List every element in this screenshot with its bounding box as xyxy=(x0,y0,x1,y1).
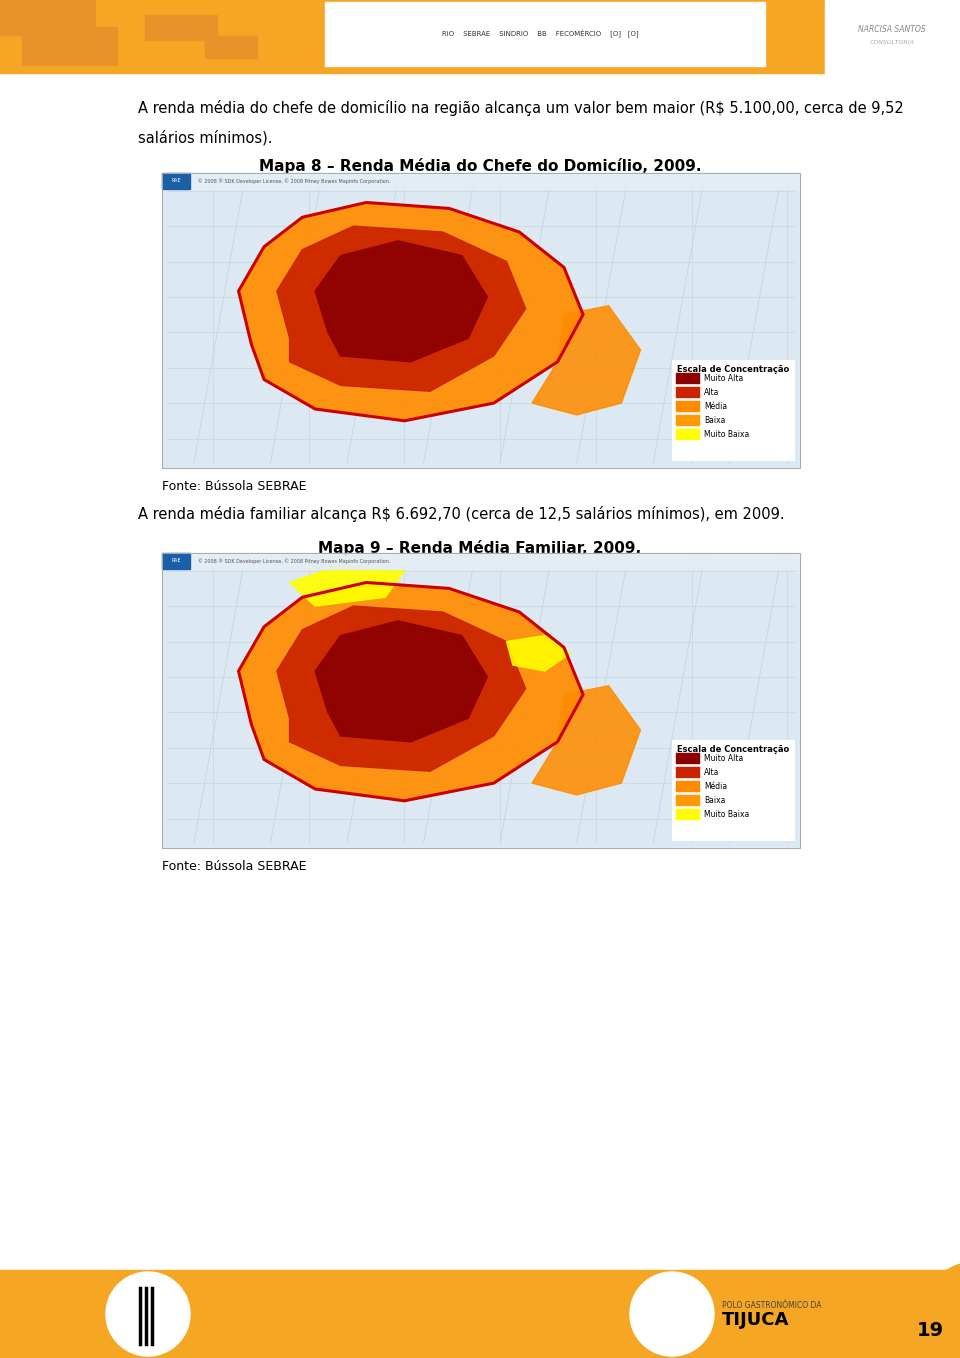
Text: 19: 19 xyxy=(917,1320,944,1339)
Bar xyxy=(825,0,960,75)
Bar xyxy=(162,172,800,469)
Bar xyxy=(0,1270,960,1358)
Bar xyxy=(162,172,800,189)
Bar xyxy=(676,373,700,384)
Polygon shape xyxy=(290,565,404,606)
Bar xyxy=(676,794,700,807)
Text: Mapa 9 – Renda Média Familiar, 2009.: Mapa 9 – Renda Média Familiar, 2009. xyxy=(319,540,641,555)
Polygon shape xyxy=(507,636,570,671)
Circle shape xyxy=(902,1302,958,1358)
Text: © 2008 ® SDK Developer License, © 2008 Pitney Bowes Mapinfo Corporation.: © 2008 ® SDK Developer License, © 2008 P… xyxy=(198,178,391,183)
Bar xyxy=(676,767,700,778)
Bar xyxy=(162,553,800,847)
Bar xyxy=(676,429,700,440)
Text: Muito Baixa: Muito Baixa xyxy=(704,809,749,819)
Bar xyxy=(22,27,117,65)
Bar xyxy=(162,553,800,569)
Polygon shape xyxy=(315,621,488,741)
Text: TIJUCA: TIJUCA xyxy=(722,1310,789,1329)
Text: Escala de Concentração: Escala de Concentração xyxy=(677,746,789,754)
Bar xyxy=(672,360,794,460)
Text: RIO    SEBRAE    SINDRIO    BB    FECOMÉRCIO    [O]   [O]: RIO SEBRAE SINDRIO BB FECOMÉRCIO [O] [O] xyxy=(442,30,638,38)
Text: Fonte: Bússola SEBRAE: Fonte: Bússola SEBRAE xyxy=(162,479,306,493)
Bar xyxy=(672,740,794,841)
Polygon shape xyxy=(532,686,640,794)
Circle shape xyxy=(630,1272,714,1357)
Text: Fonte: Bússola SEBRAE: Fonte: Bússola SEBRAE xyxy=(162,860,306,873)
Polygon shape xyxy=(532,306,640,416)
Text: Baixa: Baixa xyxy=(704,796,726,805)
Bar xyxy=(676,401,700,411)
Text: NARCISA SANTOS: NARCISA SANTOS xyxy=(858,26,925,34)
Text: © 2008 ® SDK Developer License, © 2008 Pitney Bowes Mapinfo Corporation.: © 2008 ® SDK Developer License, © 2008 P… xyxy=(198,558,391,564)
Text: A renda média familiar alcança R$ 6.692,70 (cerca de 12,5 salários mínimos), em : A renda média familiar alcança R$ 6.692,… xyxy=(138,507,784,521)
Bar xyxy=(676,752,700,765)
Text: A renda média do chefe de domicílio na região alcança um valor bem maior (R$ 5.1: A renda média do chefe de domicílio na r… xyxy=(138,100,903,115)
Bar xyxy=(676,781,700,792)
Polygon shape xyxy=(315,240,488,361)
Bar xyxy=(145,15,217,39)
Polygon shape xyxy=(238,583,583,801)
Text: POLO GASTRONÔMICO DA: POLO GASTRONÔMICO DA xyxy=(722,1301,822,1310)
Bar xyxy=(162,172,190,189)
Text: salários mínimos).: salários mínimos). xyxy=(138,130,273,145)
Bar xyxy=(676,416,700,426)
Bar xyxy=(162,553,800,847)
Text: Mapa 8 – Renda Média do Chefe do Domicílio, 2009.: Mapa 8 – Renda Média do Chefe do Domicíl… xyxy=(259,158,701,174)
Circle shape xyxy=(106,1272,190,1357)
Text: Muito Baixa: Muito Baixa xyxy=(704,430,749,439)
Bar xyxy=(0,0,960,73)
Text: Muito Alta: Muito Alta xyxy=(704,754,743,763)
Bar xyxy=(325,1,765,67)
Text: Alta: Alta xyxy=(704,769,719,777)
Circle shape xyxy=(923,1262,960,1358)
Text: CONSULTORIA: CONSULTORIA xyxy=(870,39,915,45)
Text: Muito Alta: Muito Alta xyxy=(704,373,743,383)
Polygon shape xyxy=(276,606,526,771)
Text: Alta: Alta xyxy=(704,388,719,397)
Polygon shape xyxy=(276,225,526,391)
Text: RAE: RAE xyxy=(171,558,180,564)
Text: Baixa: Baixa xyxy=(704,416,726,425)
Bar xyxy=(162,172,800,469)
Text: RAE: RAE xyxy=(171,178,180,183)
Bar xyxy=(676,387,700,398)
Bar xyxy=(676,809,700,820)
Text: Escala de Concentração: Escala de Concentração xyxy=(677,365,789,373)
Polygon shape xyxy=(238,202,583,421)
Bar xyxy=(205,37,257,58)
Bar xyxy=(0,0,95,35)
Text: Média: Média xyxy=(704,402,727,411)
Bar xyxy=(162,553,190,569)
Text: Média: Média xyxy=(704,782,727,790)
